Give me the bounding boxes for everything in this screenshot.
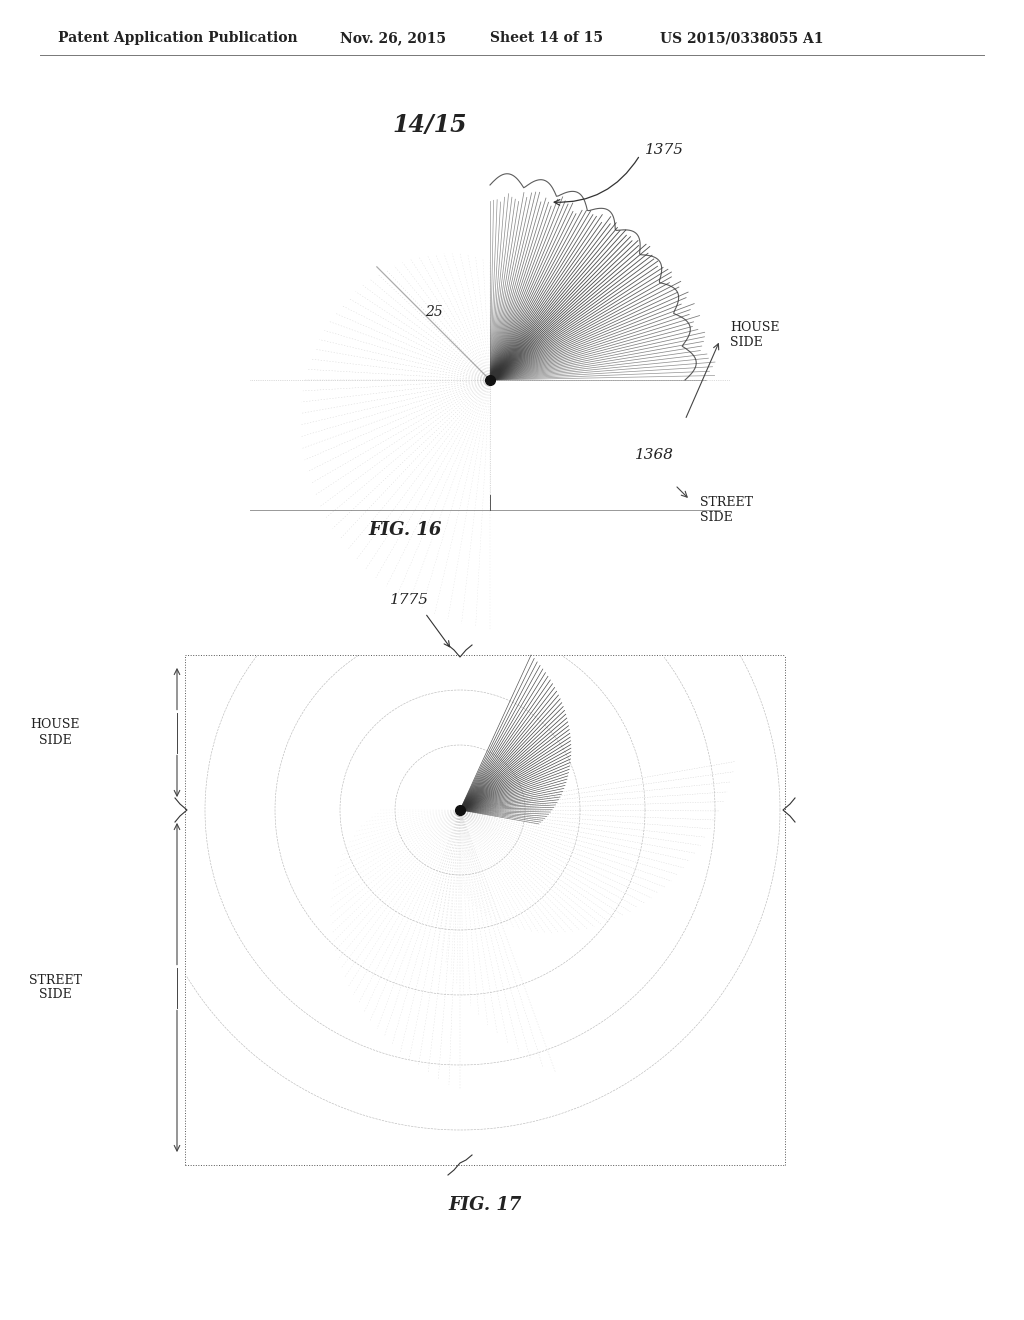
Text: Sheet 14 of 15: Sheet 14 of 15 [490, 30, 603, 45]
Text: 1368: 1368 [635, 447, 674, 462]
Text: FIG. 16: FIG. 16 [369, 521, 441, 539]
Text: 1375: 1375 [645, 143, 684, 157]
Text: 25: 25 [425, 305, 442, 319]
Text: FIG. 17: FIG. 17 [449, 1196, 521, 1214]
Text: Nov. 26, 2015: Nov. 26, 2015 [340, 30, 446, 45]
Text: 14/15: 14/15 [392, 114, 467, 137]
Text: STREET
SIDE: STREET SIDE [700, 496, 753, 524]
Text: Patent Application Publication: Patent Application Publication [58, 30, 298, 45]
Text: HOUSE
SIDE: HOUSE SIDE [31, 718, 80, 747]
Text: HOUSE
SIDE: HOUSE SIDE [730, 321, 779, 348]
Text: STREET
SIDE: STREET SIDE [29, 974, 82, 1002]
Text: US 2015/0338055 A1: US 2015/0338055 A1 [660, 30, 823, 45]
Text: 1775: 1775 [390, 593, 429, 607]
